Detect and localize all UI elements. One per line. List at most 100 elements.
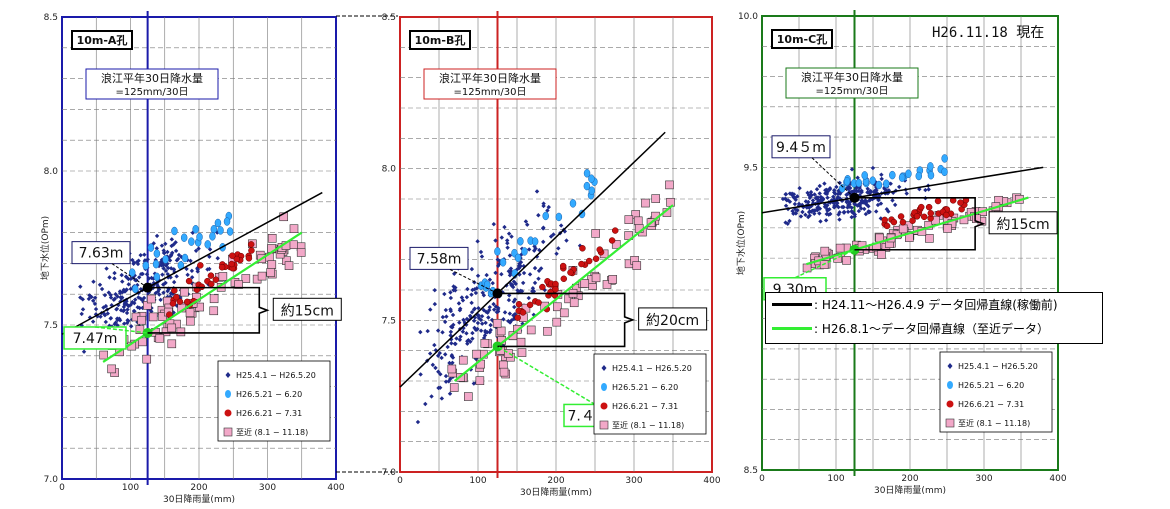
point-h25	[517, 261, 522, 266]
point-h26-jun	[514, 314, 521, 321]
difference-label: 約20cm	[646, 313, 699, 329]
point-h25	[102, 313, 108, 318]
point-h25	[505, 245, 510, 250]
rain-note-value: =125mm/30日	[453, 87, 526, 98]
point-h25	[456, 301, 462, 306]
point-h25	[464, 294, 470, 300]
point-h26-may	[555, 212, 563, 222]
point-h26-may	[869, 176, 876, 185]
point-h25	[795, 194, 800, 199]
black-fit-label: : H24.11～H26.4.9 データ回帰直線(稼働前)	[814, 298, 1058, 312]
point-h25	[121, 304, 127, 310]
point-h25	[808, 189, 814, 195]
point-h25	[485, 330, 490, 335]
fit-line-green	[102, 231, 303, 363]
point-h25	[532, 265, 538, 271]
point-h25	[545, 208, 550, 213]
point-h25	[207, 266, 212, 272]
point-h25	[142, 252, 147, 257]
point-h25	[540, 226, 546, 231]
difference-box	[638, 307, 708, 331]
point-h25	[97, 282, 103, 287]
point-h25	[509, 234, 514, 239]
point-recent	[447, 364, 457, 374]
point-h25	[457, 337, 463, 342]
point-h25	[125, 318, 130, 323]
point-h25	[458, 334, 463, 339]
point-h25	[787, 191, 793, 196]
fit-line-black	[761, 166, 1044, 214]
point-h25	[117, 290, 123, 296]
difference-bracket	[497, 292, 635, 348]
point-h25	[873, 193, 878, 198]
point-h26-may	[941, 167, 948, 177]
borehole-title: 10m-B孔	[415, 34, 466, 47]
point-h25	[171, 279, 177, 285]
point-h26-may	[180, 233, 188, 242]
point-h25	[137, 305, 142, 311]
point-recent	[972, 214, 981, 224]
x-tick-label: 100	[122, 483, 139, 493]
point-h25	[855, 175, 860, 180]
point-h25	[471, 307, 477, 312]
x-tick-label: 0	[397, 476, 403, 486]
point-h26-jun	[596, 246, 603, 253]
point-recent	[641, 198, 650, 208]
point-h25	[448, 324, 454, 329]
point-h25	[536, 213, 541, 218]
legend-item-h26-jun: H26.6.21 − 7.31	[236, 409, 302, 418]
x-axis-label: 30日降雨量(mm)	[874, 484, 946, 496]
point-h25	[818, 198, 823, 203]
green-fit-label: : H26.8.1～データ回帰直線（至近データ）	[814, 322, 1050, 336]
point-h25	[493, 270, 498, 276]
x-tick-label: 300	[975, 474, 992, 484]
point-h25	[87, 315, 93, 320]
point-h25	[783, 220, 788, 225]
point-h26-jun	[526, 301, 534, 309]
point-h26-may	[153, 272, 161, 282]
point-h26-may	[583, 181, 591, 191]
point-h26-jun	[233, 255, 241, 263]
point-h25	[836, 204, 841, 210]
point-h25	[418, 372, 423, 377]
point-h25	[125, 307, 130, 312]
point-recent	[107, 364, 116, 374]
point-h25	[488, 322, 493, 328]
point-h25	[215, 256, 220, 261]
point-h25	[126, 282, 131, 287]
point-h25	[132, 309, 137, 314]
point-h25	[554, 251, 559, 256]
point-h25	[469, 309, 475, 315]
legend-marker	[225, 372, 231, 378]
point-h25	[118, 308, 124, 313]
chart-panel-c: 0 100 200 300 400 8.5 9.5 10.0 30日降雨量(mm) 地下水位(OP…	[735, 10, 1067, 496]
rain-note-box	[785, 67, 919, 99]
point-h25	[89, 294, 94, 300]
point-h26-may	[483, 280, 491, 290]
point-h26-may	[171, 226, 178, 236]
point-recent	[266, 268, 276, 277]
point-h26-may	[588, 174, 595, 183]
point-h25	[128, 276, 134, 282]
point-recent	[209, 294, 219, 304]
point-recent	[185, 308, 195, 318]
point-h25	[785, 197, 791, 203]
point-h25	[864, 199, 869, 205]
point-h25	[862, 206, 867, 212]
point-h25	[513, 281, 519, 287]
point-h25	[499, 235, 504, 240]
point-h25	[469, 292, 474, 297]
point-recent	[651, 194, 660, 203]
point-h25	[135, 305, 140, 310]
x-tick-label: 400	[1049, 474, 1066, 484]
point-h25	[438, 372, 443, 377]
point-h25	[787, 199, 793, 204]
point-h25	[129, 324, 134, 329]
point-h26-may	[583, 169, 591, 178]
point-h25	[481, 293, 487, 298]
point-h25	[837, 191, 843, 196]
point-h25	[849, 205, 854, 210]
point-h25	[511, 313, 516, 318]
point-h25	[121, 287, 127, 293]
point-h25	[537, 247, 542, 253]
